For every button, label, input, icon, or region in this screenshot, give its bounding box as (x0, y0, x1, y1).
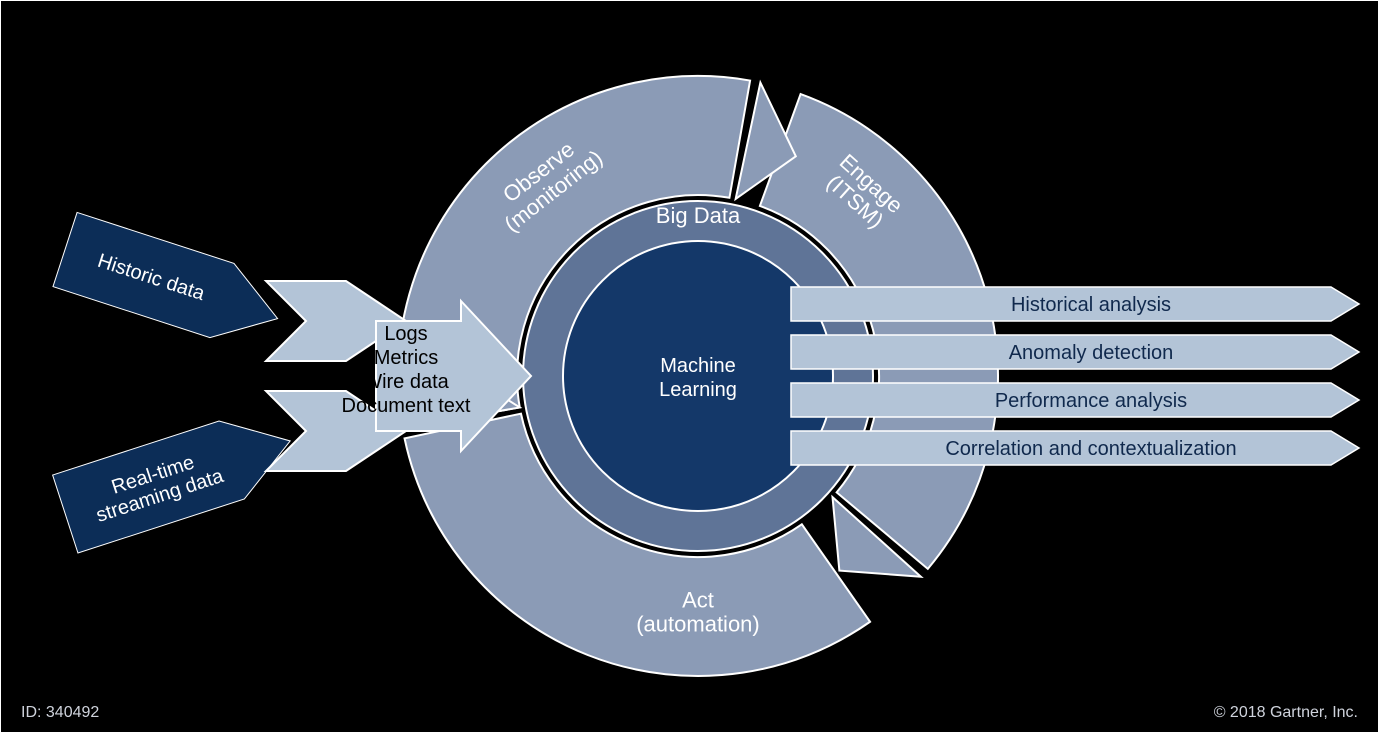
merged-input-item: Logs (384, 323, 427, 345)
output-label: Performance analysis (995, 390, 1187, 412)
realtime-data-arrow: Real-timestreaming data (53, 402, 303, 553)
output-label: Anomaly detection (1009, 342, 1174, 364)
ml-label-2: Learning (659, 379, 737, 401)
ml-label-1: Machine (660, 355, 736, 377)
footer-id: ID: 340492 (21, 704, 99, 722)
act-label-1: Act (682, 588, 714, 613)
output-label: Correlation and contextualization (945, 438, 1236, 460)
footer-copyright: © 2018 Gartner, Inc. (1214, 704, 1358, 722)
diagram-stage: Big DataMachineLearningObserve(monitorin… (0, 0, 1379, 733)
act-label-2: (automation) (636, 612, 760, 637)
merged-input-item: Metrics (374, 347, 438, 369)
historic-data-arrow: Historic data (53, 212, 290, 355)
merged-input-item: Document text (342, 395, 471, 417)
big-data-label: Big Data (656, 203, 741, 228)
merged-input-item: Wire data (363, 371, 449, 393)
diagram-svg: Big DataMachineLearningObserve(monitorin… (1, 1, 1379, 733)
output-label: Historical analysis (1011, 294, 1171, 316)
